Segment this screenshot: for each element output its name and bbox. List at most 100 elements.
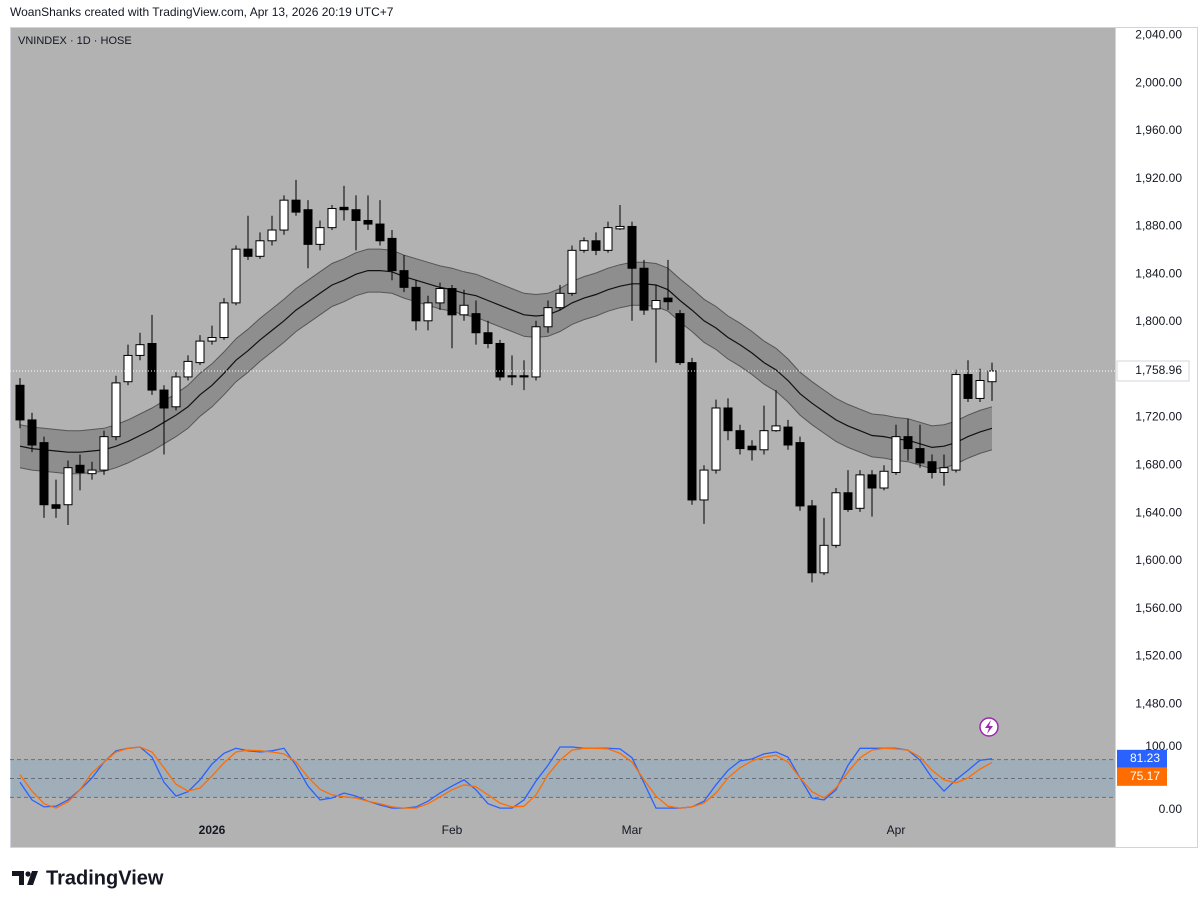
band-basis [19,270,993,453]
candle-body [315,227,325,245]
candle-body [447,288,457,316]
alert-bolt[interactable] [985,720,993,734]
logo-t [12,871,24,885]
candle-body [747,445,757,451]
candle-body [951,374,961,471]
candle-body [543,307,553,328]
candle-body [723,407,733,432]
osc-line [19,746,993,809]
x-tick-label: Mar [622,823,643,837]
candle-body [975,380,985,399]
candle-body [687,362,697,501]
candle-body [363,219,373,225]
osc-value-label: 75.17 [1130,769,1160,783]
candle-body [651,299,661,310]
candle-body [291,199,301,213]
candle-body [219,302,229,339]
y-tick-label: 1,480.00 [1135,696,1182,710]
candle-body [579,240,589,251]
candle-body [99,436,109,471]
candle-body [63,467,73,506]
candle-body [591,240,601,251]
logo-v [27,871,38,885]
candle-body [627,225,637,269]
candle-body [567,249,577,294]
candle-body [387,237,397,272]
candle-body [927,461,937,473]
candle-body [279,199,289,231]
y-tick-label: 2,040.00 [1135,28,1182,42]
candle-body [903,436,913,450]
candle-body [423,302,433,322]
candle-body [87,469,97,475]
candle-body [939,467,949,473]
candle-body [399,270,409,288]
candle-body [531,326,541,378]
candle-body [891,436,901,473]
candle-body [603,227,613,251]
candle-body [459,304,469,316]
candle-body [879,470,889,489]
y-tick-label: 1,920.00 [1135,171,1182,185]
x-tick-label: Apr [887,823,906,837]
candle-body [987,370,997,383]
candle-body [123,354,133,383]
candle-body [699,469,709,501]
candle-body [963,374,973,399]
y-tick-label: 1,600.00 [1135,553,1182,567]
candle-body [831,492,841,546]
osc-value-box [1117,749,1167,768]
candle-body [27,419,37,446]
brand-logo [12,871,38,885]
candle-body [171,376,181,408]
candle-body [771,425,781,432]
candle-body [111,382,121,438]
candle-body [483,332,493,344]
candle-body [867,474,877,489]
y-tick-label: 0.00 [1159,802,1183,816]
candle-body [615,225,625,230]
candle-body [411,286,421,322]
candle-body [339,206,349,211]
y-tick-label: 1,560.00 [1135,601,1182,615]
y-tick-label: 1,840.00 [1135,266,1182,280]
candle-body [759,430,769,451]
osc-value-label: 81.23 [1130,751,1160,765]
candle-body [915,448,925,464]
x-tick-label: Feb [442,823,463,837]
y-tick-label: 1,520.00 [1135,649,1182,663]
candle-body [855,474,865,509]
candle-body [207,337,217,342]
y-tick-label: 2,000.00 [1135,75,1182,89]
candle-body [519,375,529,378]
candle-body [555,292,565,309]
candle-body [135,344,145,356]
candle-body [267,229,277,242]
candle-body [327,208,337,229]
x-tick-label: 2026 [199,823,226,837]
frame [10,27,1198,848]
candle-body [843,492,853,510]
candle-body [663,297,673,303]
last-price-label: 1,758.96 [1135,363,1182,377]
candle-body [183,360,193,378]
osc-value-box [1117,767,1167,786]
candle-body [819,544,829,574]
candle-body [75,464,85,473]
y-tick-label: 1,680.00 [1135,457,1182,471]
candle-body [147,342,157,391]
y-tick-label: 1,880.00 [1135,219,1182,233]
candle-body [711,407,721,471]
y-tick-label: 1,960.00 [1135,123,1182,137]
candle-body [435,288,445,304]
alert-icon[interactable] [979,717,999,737]
last-price-box [1116,360,1190,382]
candle-body [231,248,241,304]
credit: WoanShanks created with TradingView.com,… [10,5,394,19]
candle-body [807,505,817,574]
candle-body [783,426,793,446]
y-tick-label: 1,720.00 [1135,410,1182,424]
candle-body [39,442,49,506]
